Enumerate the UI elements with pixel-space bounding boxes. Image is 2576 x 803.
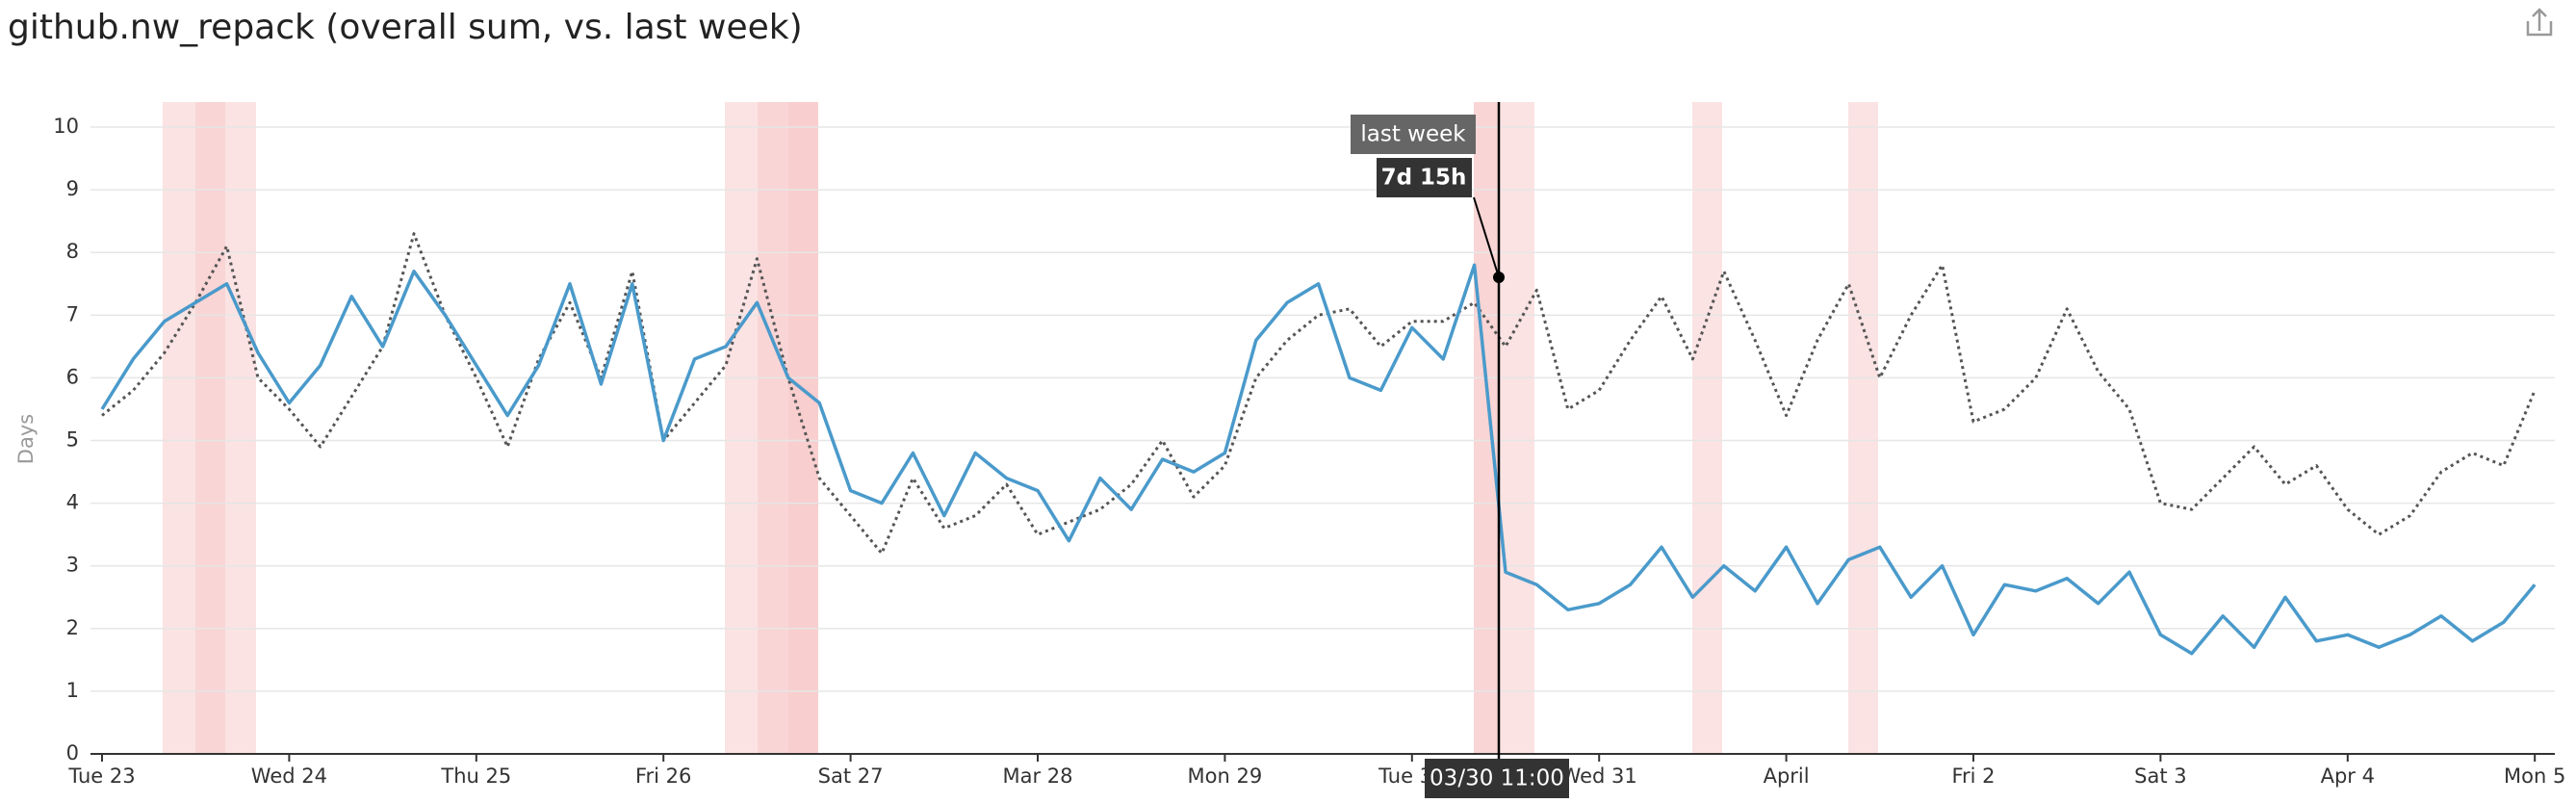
x-labels: Tue 23 Wed 24 Thu 25 Fri 26 Sat 27 Mar 28 Mon … [67, 754, 2565, 788]
event-bands [163, 102, 1878, 754]
cursor-dot [1493, 272, 1505, 283]
time-tooltip: 03/30 11:00 [1425, 759, 1569, 798]
share-icon[interactable] [2526, 8, 2553, 37]
x-tick-label: Mon 29 [1188, 764, 1263, 788]
x-tick-label: Sat 3 [2134, 764, 2186, 788]
event-band [195, 102, 225, 754]
event-band [1848, 102, 1878, 754]
series-line [100, 263, 2537, 656]
tooltip-offset: 7d 15h [1381, 166, 1467, 191]
x-tick-label: Thu 25 [440, 764, 511, 788]
x-tick-label: Sat 27 [818, 764, 884, 788]
y-tick-label: 1 [66, 679, 79, 702]
x-tick-label: Fri 26 [635, 764, 691, 788]
x-tick-label: Mar 28 [1002, 764, 1072, 788]
time-label: 03/30 11:00 [1430, 766, 1564, 791]
y-tick-label: 7 [66, 302, 79, 325]
y-tick-label: 3 [66, 554, 79, 577]
y-tick-label: 8 [66, 240, 79, 263]
tooltip-offset-box [1377, 158, 1472, 197]
x-tick-label: April [1764, 764, 1810, 788]
x-tick-label: Mon 5 [2504, 764, 2565, 788]
event-band [1474, 102, 1499, 754]
event-band [1692, 102, 1722, 754]
chart-title: github.nw_repack (overall sum, vs. last … [8, 8, 803, 47]
y-tick-label: 0 [66, 741, 79, 764]
y-tick-label: 6 [66, 365, 79, 388]
y-tick-label: 4 [66, 491, 79, 514]
y-tick-label: 5 [66, 428, 79, 452]
x-tick-label: Wed 31 [1561, 764, 1637, 788]
x-tick-label: Fri 2 [1951, 764, 1995, 788]
series-line [101, 232, 2537, 556]
share-arrow [2532, 8, 2547, 31]
time-box [1425, 759, 1569, 798]
y-tick-label: 10 [53, 115, 79, 138]
x-tick-label: Wed 24 [251, 764, 327, 788]
x-tick-label: Tue 23 [67, 764, 135, 788]
tooltip-pointer [1473, 196, 1500, 278]
plot-area: 0 1 2 3 4 5 6 7 8 9 10 [53, 115, 2555, 764]
tooltip-label: last week [1360, 122, 1466, 147]
y-axis-label: Days [14, 414, 38, 464]
x-tick-label: Apr 4 [2321, 764, 2375, 788]
y-tick-label: 2 [66, 616, 79, 639]
y-tick-label: 9 [66, 177, 79, 200]
tooltip: last week 7d 15h [1351, 102, 1505, 761]
share-box [2526, 21, 2553, 37]
tooltip-label-box [1351, 115, 1476, 154]
